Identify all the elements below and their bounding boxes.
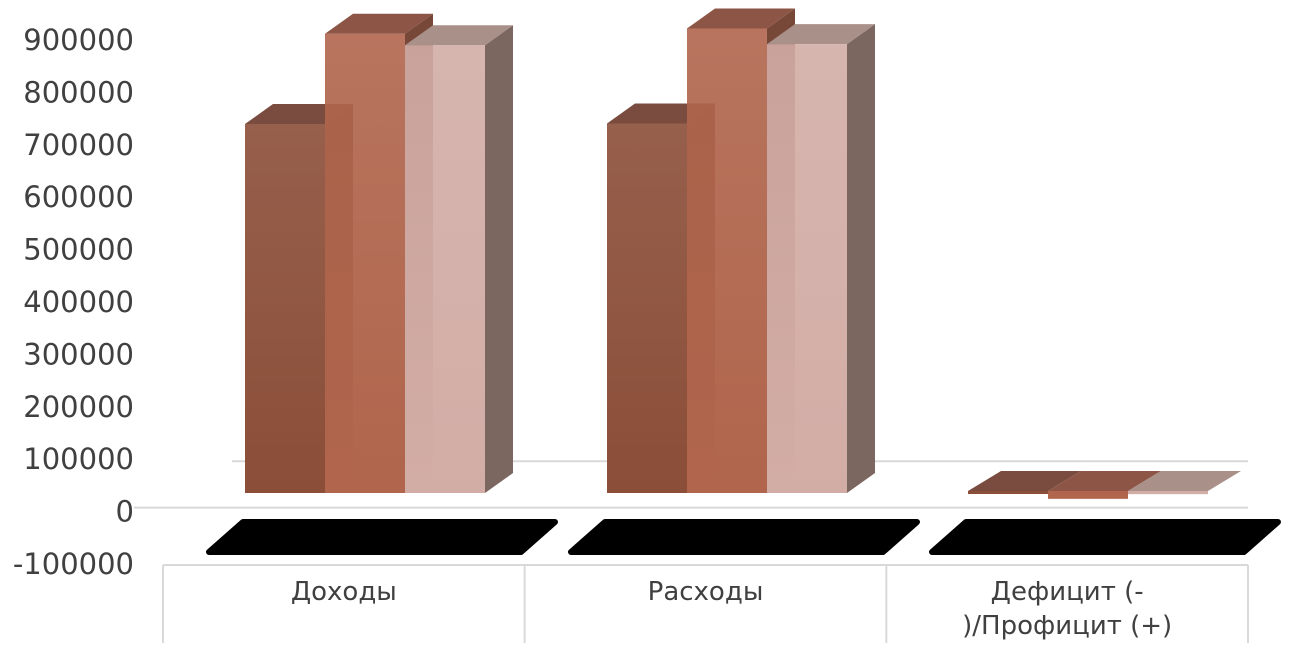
floor-shadow (206, 519, 558, 555)
bar (1048, 471, 1161, 499)
bar (405, 25, 513, 493)
y-tick-label: 0 (116, 495, 134, 529)
floor-shadow (929, 519, 1281, 555)
floor-shadows (206, 519, 1281, 555)
x-category-label: Доходы (291, 577, 397, 607)
x-category-label: Дефицит (-)/Профицит (+) (962, 577, 1172, 641)
y-tick-label: 400000 (23, 285, 134, 319)
bar (767, 24, 875, 493)
bar (1128, 471, 1241, 495)
bars-layer (245, 8, 1241, 499)
bar (968, 471, 1081, 494)
y-tick-label: 200000 (23, 390, 134, 424)
y-tick-label: -100000 (13, 547, 134, 581)
y-axis-ticks: 900000 800000 700000 600000 500000 400000 3000… (13, 23, 134, 581)
y-tick-label: 900000 (23, 23, 134, 57)
x-category-label: Расходы (648, 577, 764, 607)
y-tick-label: 500000 (23, 233, 134, 267)
floor-shadow (568, 519, 920, 555)
y-tick-label: 100000 (23, 442, 134, 476)
y-tick-label: 700000 (23, 128, 134, 162)
y-tick-label: 800000 (23, 75, 134, 109)
y-tick-label: 600000 (23, 180, 134, 214)
y-tick-label: 300000 (23, 337, 134, 371)
x-axis-labels: Доходы Расходы Дефицит (-)/Профицит (+) (291, 577, 1172, 641)
